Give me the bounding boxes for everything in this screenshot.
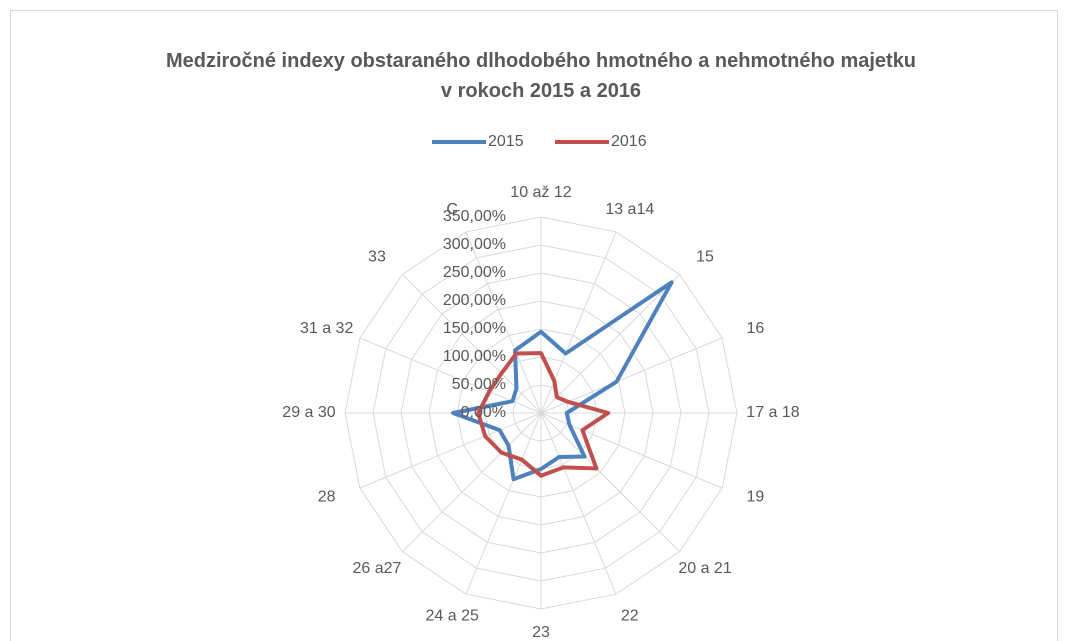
y-tick-label: 250,00% [443, 264, 506, 281]
chart-border [10, 10, 1058, 641]
y-tick-label: 50,00% [452, 376, 506, 393]
spoke [465, 231, 542, 414]
category-label: 26 a27 [352, 560, 401, 577]
y-tick-label: 0,00% [461, 404, 506, 421]
spoke [465, 412, 542, 595]
category-label: C [446, 201, 458, 218]
category-label: 29 a 30 [282, 404, 335, 421]
category-label: 10 až 12 [510, 184, 571, 201]
labels: Medziročné indexy obstaraného dlhodobého… [166, 50, 916, 641]
chart-title: Medziročné indexy obstaraného dlhodobého… [166, 50, 916, 102]
y-tick-label: 350,00% [443, 208, 506, 225]
category-label: 23 [532, 624, 550, 641]
series-line [476, 351, 611, 478]
y-tick-label: 300,00% [443, 236, 506, 253]
category-label: 13 a14 [605, 201, 654, 218]
category-label: 20 a 21 [678, 560, 731, 577]
legend-label: 2016 [611, 133, 647, 150]
category-label: 15 [696, 249, 714, 266]
category-label: 17 a 18 [746, 404, 799, 421]
spoke [540, 337, 723, 414]
spoke [359, 412, 542, 489]
category-label: 16 [746, 320, 764, 337]
y-tick-label: 150,00% [443, 320, 506, 337]
category-label: 28 [318, 488, 336, 505]
category-label: 24 a 25 [426, 607, 479, 624]
spoke [402, 412, 542, 552]
y-tick-label: 200,00% [443, 292, 506, 309]
marks [451, 280, 674, 482]
series-line [451, 280, 674, 482]
spoke [540, 412, 680, 552]
category-label: 31 a 32 [300, 320, 353, 337]
category-label: 33 [368, 249, 386, 266]
grid [344, 216, 738, 610]
legend-label: 2015 [488, 133, 524, 150]
category-label: 19 [746, 488, 764, 505]
spoke [540, 274, 680, 414]
category-label: 22 [621, 607, 639, 624]
spoke [540, 412, 617, 595]
y-tick-label: 100,00% [443, 348, 506, 365]
